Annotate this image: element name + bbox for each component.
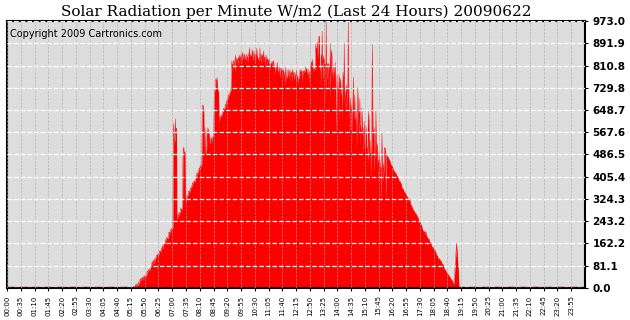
Text: Copyright 2009 Cartronics.com: Copyright 2009 Cartronics.com [10,29,162,39]
Title: Solar Radiation per Minute W/m2 (Last 24 Hours) 20090622: Solar Radiation per Minute W/m2 (Last 24… [61,4,531,19]
